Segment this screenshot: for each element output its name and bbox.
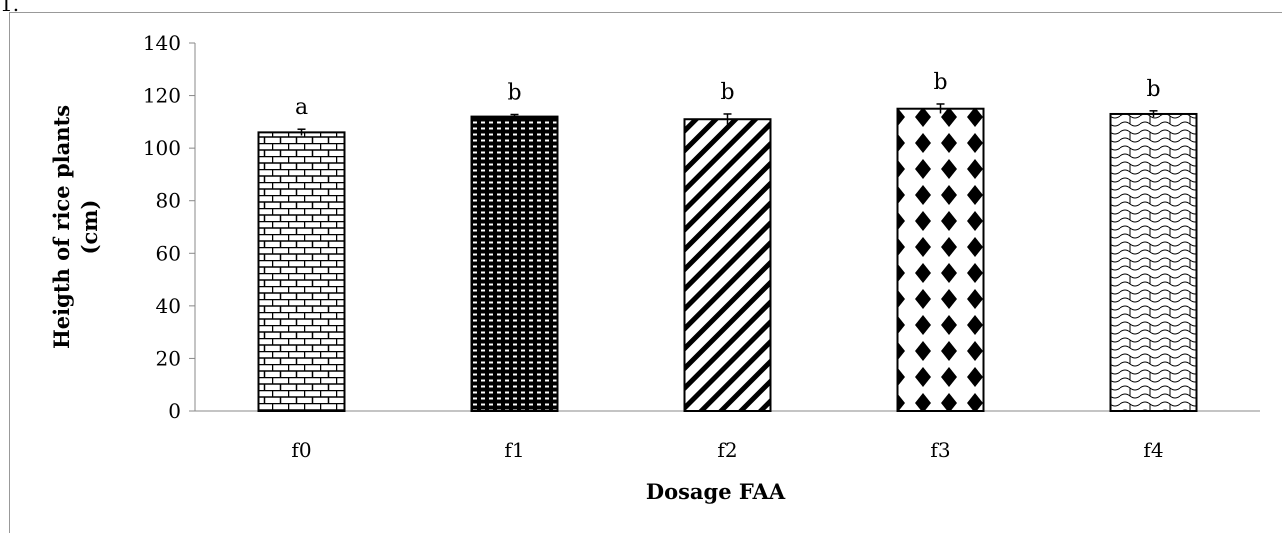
y-tick-label: 0 bbox=[168, 399, 181, 423]
bar-f1 bbox=[470, 115, 559, 412]
y-tick-label: 140 bbox=[143, 31, 181, 55]
significance-letter-f3: b bbox=[933, 70, 947, 95]
x-tick-label-f0: f0 bbox=[291, 438, 311, 462]
y-tick-label: 100 bbox=[143, 136, 181, 160]
y-axis-title-line: (cm) bbox=[77, 200, 102, 255]
x-tick-label-f3: f3 bbox=[930, 438, 950, 462]
significance-letter-f0: a bbox=[295, 95, 308, 120]
y-tick-label: 40 bbox=[156, 294, 181, 318]
y-tick-label: 20 bbox=[156, 346, 181, 370]
x-tick-label-f2: f2 bbox=[717, 438, 737, 462]
y-axis-title: Heigth of rice plants (cm) bbox=[49, 105, 102, 349]
bar-f4 bbox=[1109, 112, 1198, 412]
x-tick-label-f4: f4 bbox=[1143, 438, 1163, 462]
bar-f2 bbox=[683, 118, 772, 412]
significance-letter-f4: b bbox=[1146, 77, 1160, 102]
bar-f0 bbox=[257, 131, 346, 412]
chart-frame bbox=[9, 12, 1282, 533]
y-tick-label: 80 bbox=[156, 189, 181, 213]
y-tick-label: 60 bbox=[156, 241, 181, 265]
y-axis-title-line: Heigth of rice plants bbox=[49, 105, 74, 349]
significance-letter-f2: b bbox=[720, 80, 734, 105]
y-tick-label: 120 bbox=[143, 84, 181, 108]
x-axis-title: Dosage FAA bbox=[646, 479, 786, 504]
bar-f3 bbox=[896, 107, 985, 412]
x-tick-label-f1: f1 bbox=[504, 438, 524, 462]
significance-letter-f1: b bbox=[507, 80, 521, 105]
